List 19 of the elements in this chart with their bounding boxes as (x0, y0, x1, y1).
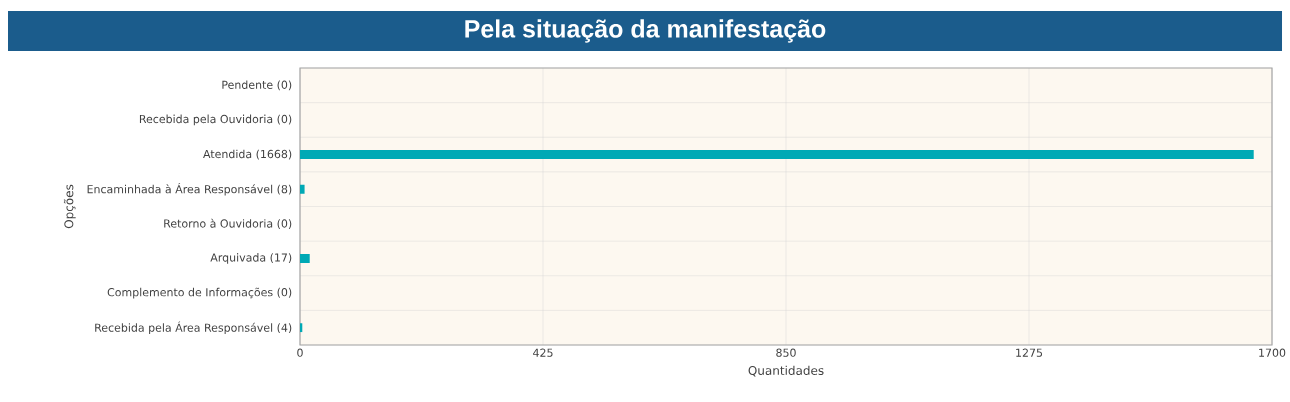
y-tick-label: Retorno à Ouvidoria (0) (164, 218, 292, 229)
x-axis-title: Quantidades (748, 365, 824, 377)
bar (300, 253, 310, 263)
y-tick-label: Pendente (0) (222, 80, 292, 91)
x-tick-label: 1275 (1016, 348, 1043, 357)
x-tick-label: 850 (776, 348, 796, 357)
y-tick-label: Complemento de Informações (0) (107, 287, 292, 299)
y-tick-label: Encaminhada à Área Responsável (8) (87, 182, 292, 196)
chart-title: Pela situação da manifestação (465, 19, 826, 43)
x-tick-label: 425 (533, 348, 553, 357)
x-tick-label: 0 (297, 348, 303, 357)
bar (300, 184, 305, 194)
y-tick-label: Atendida (1668) (203, 149, 292, 160)
y-tick-label: Recebida pela Ouvidoria (0) (139, 114, 292, 126)
bar (300, 150, 1254, 160)
y-tick-label: Recebida pela Área Responsável (4) (95, 321, 292, 334)
x-tick-label: 1700 (1259, 348, 1286, 357)
y-axis-title: Opções (63, 184, 76, 229)
y-tick-label: Arquivada (17) (210, 253, 292, 264)
